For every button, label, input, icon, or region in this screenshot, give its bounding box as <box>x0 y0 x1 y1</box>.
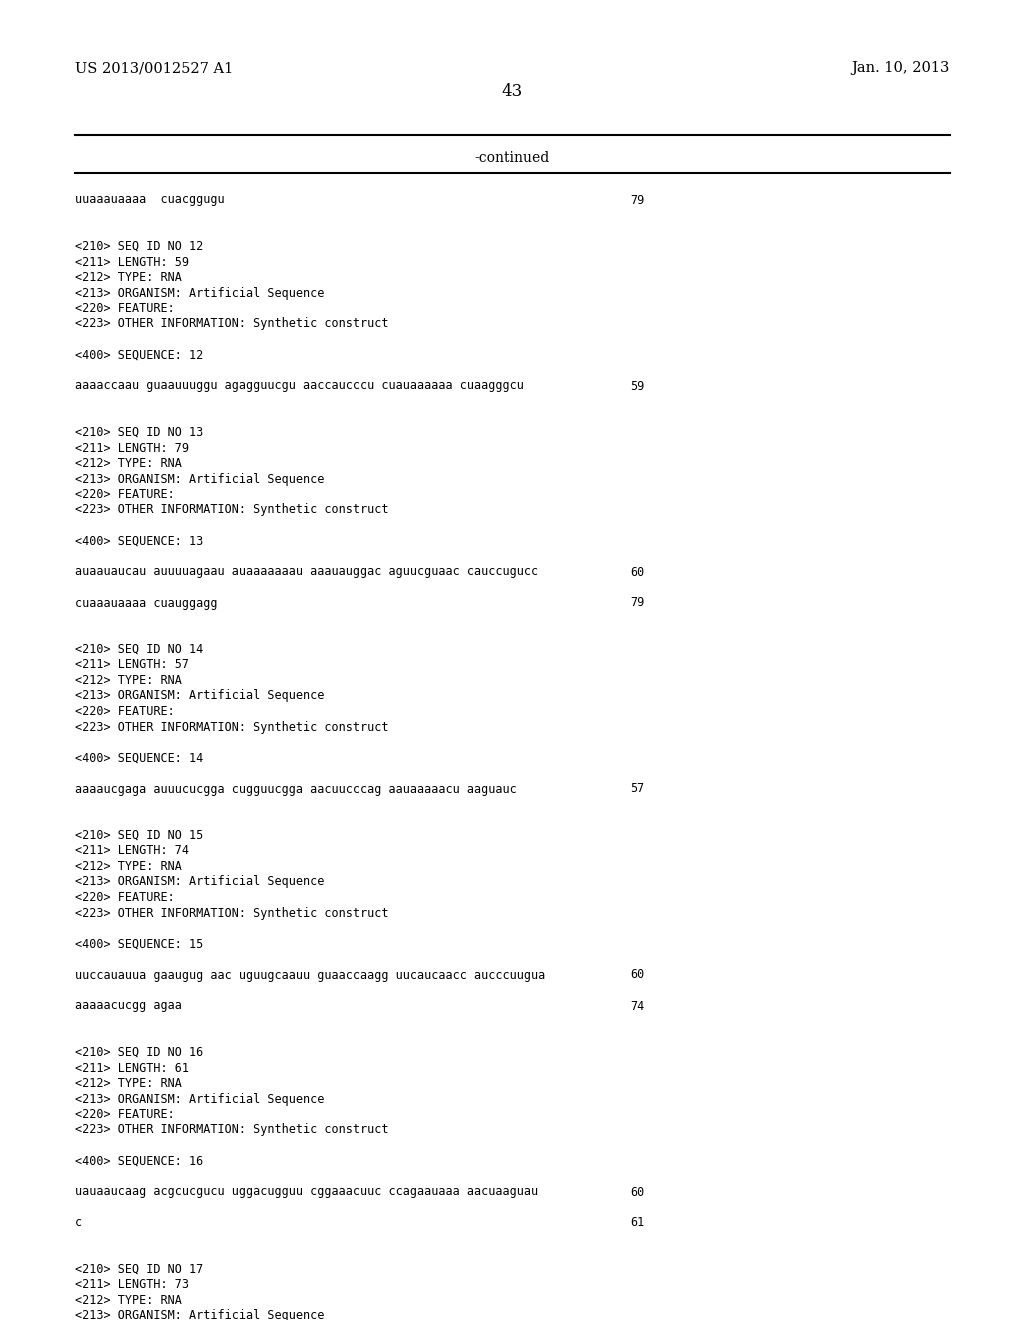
Text: <213> ORGANISM: Artificial Sequence: <213> ORGANISM: Artificial Sequence <box>75 689 325 702</box>
Text: <211> LENGTH: 74: <211> LENGTH: 74 <box>75 845 189 858</box>
Text: cuaaauaaaa cuauggagg: cuaaauaaaa cuauggagg <box>75 597 217 610</box>
Text: 74: 74 <box>630 999 644 1012</box>
Text: uuccauauua gaaugug aac uguugcaauu guaaccaagg uucaucaacc aucccuugua: uuccauauua gaaugug aac uguugcaauu guaacc… <box>75 969 545 982</box>
Text: <223> OTHER INFORMATION: Synthetic construct: <223> OTHER INFORMATION: Synthetic const… <box>75 721 388 734</box>
Text: US 2013/0012527 A1: US 2013/0012527 A1 <box>75 61 233 75</box>
Text: <400> SEQUENCE: 14: <400> SEQUENCE: 14 <box>75 751 203 764</box>
Text: <210> SEQ ID NO 12: <210> SEQ ID NO 12 <box>75 240 203 253</box>
Text: <213> ORGANISM: Artificial Sequence: <213> ORGANISM: Artificial Sequence <box>75 286 325 300</box>
Text: <210> SEQ ID NO 14: <210> SEQ ID NO 14 <box>75 643 203 656</box>
Text: <210> SEQ ID NO 15: <210> SEQ ID NO 15 <box>75 829 203 842</box>
Text: <223> OTHER INFORMATION: Synthetic construct: <223> OTHER INFORMATION: Synthetic const… <box>75 1123 388 1137</box>
Text: uauaaucaag acgcucgucu uggacugguu cggaaacuuc ccagaauaaa aacuaaguau: uauaaucaag acgcucgucu uggacugguu cggaaac… <box>75 1185 539 1199</box>
Text: aaaaccaau guaauuuggu agagguucgu aaccaucccu cuauaaaaaa cuaagggcu: aaaaccaau guaauuuggu agagguucgu aaccaucc… <box>75 380 524 392</box>
Text: <211> LENGTH: 57: <211> LENGTH: 57 <box>75 659 189 672</box>
Text: <210> SEQ ID NO 16: <210> SEQ ID NO 16 <box>75 1045 203 1059</box>
Text: <213> ORGANISM: Artificial Sequence: <213> ORGANISM: Artificial Sequence <box>75 875 325 888</box>
Text: <400> SEQUENCE: 13: <400> SEQUENCE: 13 <box>75 535 203 548</box>
Text: <213> ORGANISM: Artificial Sequence: <213> ORGANISM: Artificial Sequence <box>75 473 325 486</box>
Text: <212> TYPE: RNA: <212> TYPE: RNA <box>75 675 182 686</box>
Text: <213> ORGANISM: Artificial Sequence: <213> ORGANISM: Artificial Sequence <box>75 1309 325 1320</box>
Text: 57: 57 <box>630 783 644 796</box>
Text: 61: 61 <box>630 1217 644 1229</box>
Text: <400> SEQUENCE: 12: <400> SEQUENCE: 12 <box>75 348 203 362</box>
Text: uuaaauaaaa  cuacggugu: uuaaauaaaa cuacggugu <box>75 194 224 206</box>
Text: <211> LENGTH: 73: <211> LENGTH: 73 <box>75 1279 189 1291</box>
Text: <212> TYPE: RNA: <212> TYPE: RNA <box>75 1077 182 1090</box>
Text: <220> FEATURE:: <220> FEATURE: <box>75 302 175 315</box>
Text: 59: 59 <box>630 380 644 392</box>
Text: <211> LENGTH: 79: <211> LENGTH: 79 <box>75 441 189 454</box>
Text: -continued: -continued <box>474 150 550 165</box>
Text: <223> OTHER INFORMATION: Synthetic construct: <223> OTHER INFORMATION: Synthetic const… <box>75 503 388 516</box>
Text: 60: 60 <box>630 969 644 982</box>
Text: 79: 79 <box>630 194 644 206</box>
Text: 43: 43 <box>502 83 522 100</box>
Text: <212> TYPE: RNA: <212> TYPE: RNA <box>75 457 182 470</box>
Text: c: c <box>75 1217 82 1229</box>
Text: <212> TYPE: RNA: <212> TYPE: RNA <box>75 861 182 873</box>
Text: <400> SEQUENCE: 15: <400> SEQUENCE: 15 <box>75 937 203 950</box>
Text: aaaaucgaga auuucucgga cugguucgga aacuucccag aauaaaaacu aaguauc: aaaaucgaga auuucucgga cugguucgga aacuucc… <box>75 783 517 796</box>
Text: auaauaucau auuuuagaau auaaaaaaau aaauauggac aguucguaac cauccugucc: auaauaucau auuuuagaau auaaaaaaau aaauaug… <box>75 565 539 578</box>
Text: <212> TYPE: RNA: <212> TYPE: RNA <box>75 271 182 284</box>
Text: <220> FEATURE:: <220> FEATURE: <box>75 891 175 904</box>
Text: <223> OTHER INFORMATION: Synthetic construct: <223> OTHER INFORMATION: Synthetic const… <box>75 907 388 920</box>
Text: <210> SEQ ID NO 13: <210> SEQ ID NO 13 <box>75 426 203 440</box>
Text: aaaaacucgg agaa: aaaaacucgg agaa <box>75 999 182 1012</box>
Text: <210> SEQ ID NO 17: <210> SEQ ID NO 17 <box>75 1263 203 1276</box>
Text: <220> FEATURE:: <220> FEATURE: <box>75 488 175 502</box>
Text: <223> OTHER INFORMATION: Synthetic construct: <223> OTHER INFORMATION: Synthetic const… <box>75 318 388 330</box>
Text: Jan. 10, 2013: Jan. 10, 2013 <box>852 61 950 75</box>
Text: <211> LENGTH: 59: <211> LENGTH: 59 <box>75 256 189 268</box>
Text: 79: 79 <box>630 597 644 610</box>
Text: <212> TYPE: RNA: <212> TYPE: RNA <box>75 1294 182 1307</box>
Text: 60: 60 <box>630 565 644 578</box>
Text: <220> FEATURE:: <220> FEATURE: <box>75 705 175 718</box>
Text: 60: 60 <box>630 1185 644 1199</box>
Text: <220> FEATURE:: <220> FEATURE: <box>75 1107 175 1121</box>
Text: <213> ORGANISM: Artificial Sequence: <213> ORGANISM: Artificial Sequence <box>75 1093 325 1106</box>
Text: <400> SEQUENCE: 16: <400> SEQUENCE: 16 <box>75 1155 203 1167</box>
Text: <211> LENGTH: 61: <211> LENGTH: 61 <box>75 1061 189 1074</box>
